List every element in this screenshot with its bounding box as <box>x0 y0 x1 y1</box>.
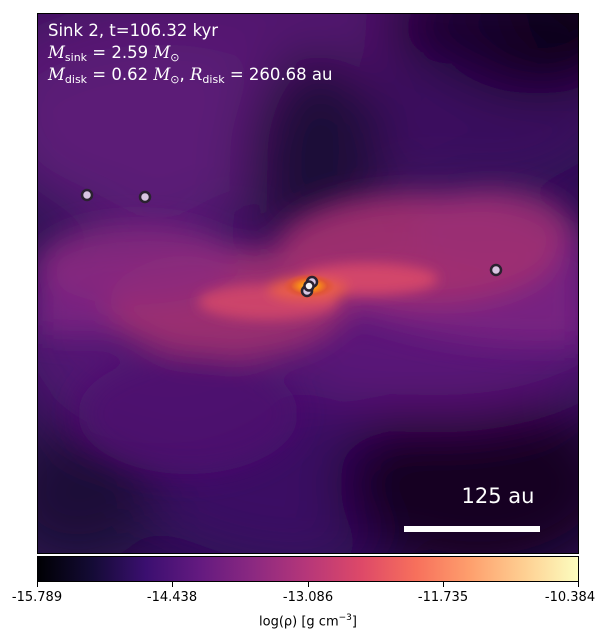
colorbar-label-suffix: ] <box>351 614 357 630</box>
colorbar <box>37 556 579 582</box>
colorbar-label-prefix: log(ρ) [g cm <box>259 614 339 630</box>
colorbar-tick <box>443 582 444 587</box>
colorbar-tick <box>172 582 173 587</box>
colorbar-tick-label: -11.735 <box>417 590 469 605</box>
sink-particle <box>489 263 503 277</box>
disk-radius-sub: disk <box>202 73 225 86</box>
sink-mass-symbol: M <box>48 43 65 62</box>
sink-mass-value: = 2.59 <box>92 43 149 62</box>
disk-line: Mdisk = 0.62 M⊙, Rdisk = 260.68 au <box>48 64 332 90</box>
sink-mass-sub: sink <box>64 51 88 64</box>
disk-radius-value: = 260.68 au <box>229 65 333 84</box>
disk-radius-symbol: R <box>189 65 203 84</box>
sink-mass-unit-sub: ⊙ <box>170 51 180 64</box>
colorbar-tick-label: -15.789 <box>11 590 63 605</box>
sink-particles <box>80 188 503 298</box>
colorbar-tick-label: -13.086 <box>282 590 334 605</box>
colorbar-tick <box>308 582 309 587</box>
colorbar-label-sup: −3 <box>338 613 352 623</box>
disk-mass-symbol: M <box>48 65 65 84</box>
sink-particle <box>80 188 94 202</box>
disk-mass-value: = 0.62 <box>92 65 149 84</box>
colorbar-tick-label: -14.438 <box>146 590 198 605</box>
sink-mass-line: Msink = 2.59 M⊙ <box>48 42 179 68</box>
disk-mass-unit-sub: ⊙ <box>170 73 180 86</box>
colorbar-tick-label: -10.384 <box>544 590 596 605</box>
scalebar-label: 125 au <box>461 484 535 508</box>
disk-mass-sub: disk <box>64 73 88 86</box>
colorbar-label: log(ρ) [g cm−3] <box>208 613 408 629</box>
density-map-image <box>38 14 578 553</box>
colorbar-tick <box>37 582 38 587</box>
disk-mass-unit: M <box>153 65 171 84</box>
sink-particle-central <box>303 280 315 292</box>
density-map-panel: Sink 2, t=106.32 kyr Msink = 2.59 M⊙ Mdi… <box>37 13 579 554</box>
scalebar-bar <box>404 526 540 532</box>
disk-sep: , <box>179 65 190 84</box>
colorbar-tick <box>578 582 579 587</box>
sink-mass-unit: M <box>153 43 171 62</box>
title-line: Sink 2, t=106.32 kyr <box>48 21 219 40</box>
sink-particle <box>138 190 152 204</box>
